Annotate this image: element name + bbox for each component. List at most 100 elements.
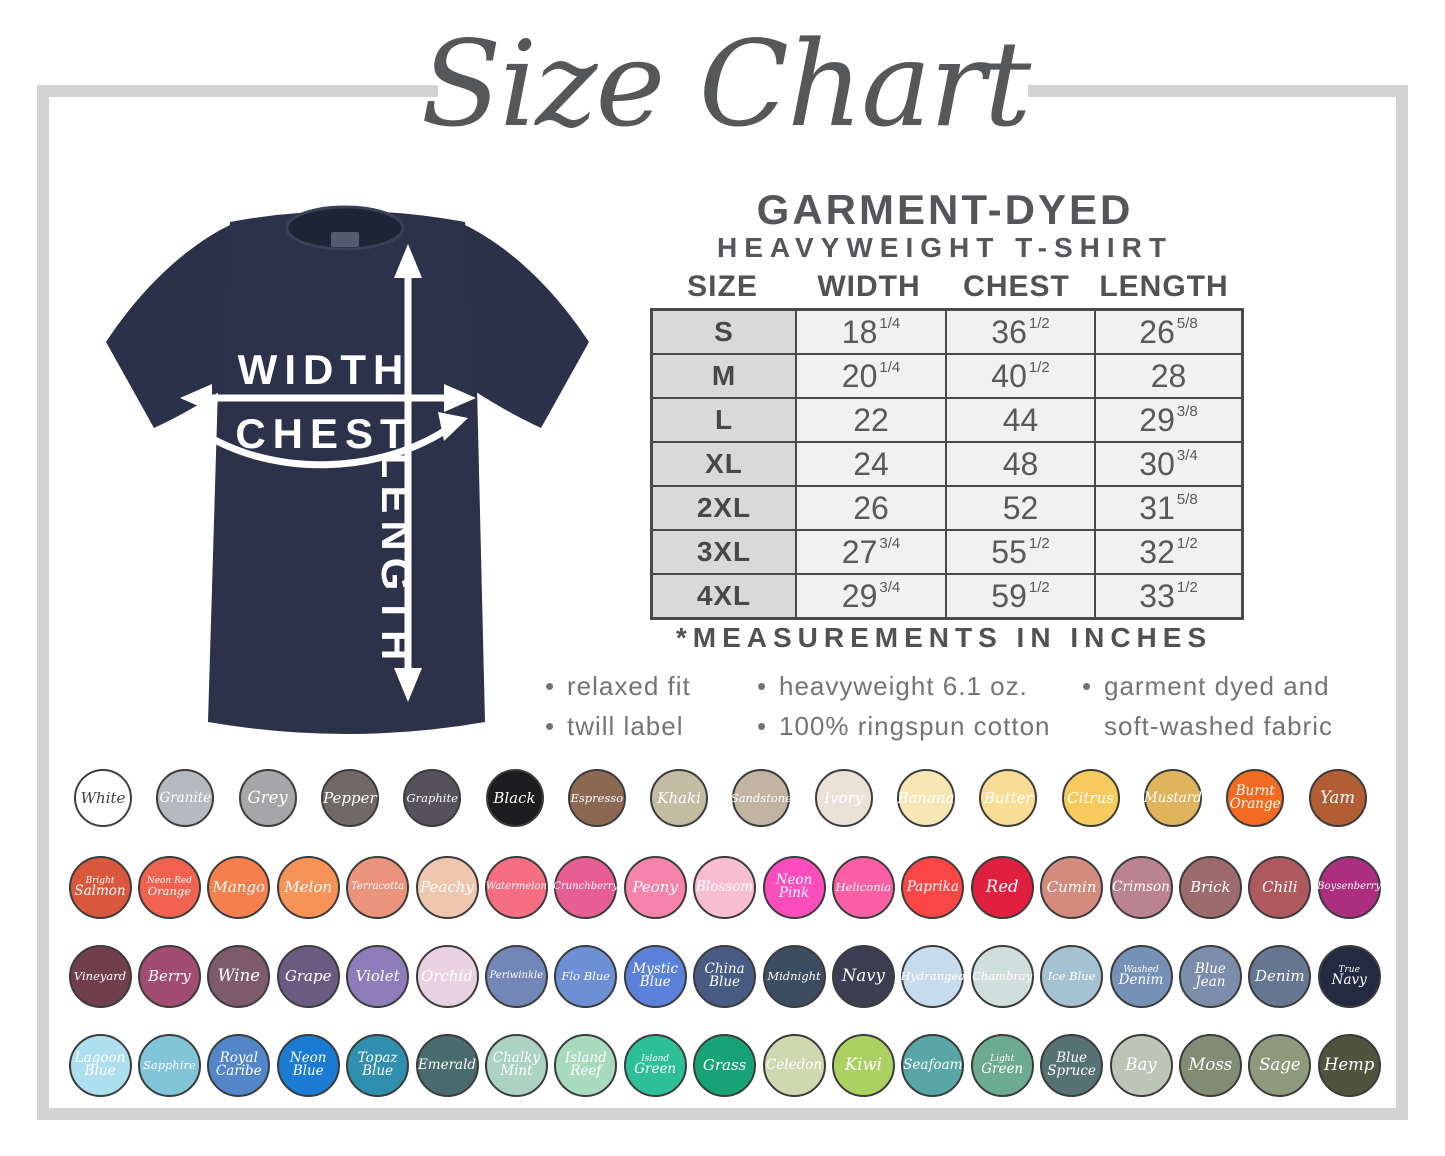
swatch-label: Wine <box>217 966 260 986</box>
value-cell: 31 5/8 <box>1096 487 1241 529</box>
color-swatch-pepper: Pepper <box>320 769 379 827</box>
fraction: 1/4 <box>879 314 901 332</box>
table-row: L 22 44 29 3/8 <box>653 399 1241 441</box>
feature-item: • heavyweight 6.1 oz. <box>757 666 1051 706</box>
swatch-label: Crunchberry <box>553 881 619 893</box>
fraction: 1/2 <box>1028 578 1050 596</box>
value-cell: 24 <box>797 443 945 485</box>
color-swatch-moss: Moss <box>1178 1033 1242 1097</box>
fraction: 1/4 <box>879 358 901 376</box>
swatch-label: Heliconia <box>835 879 892 894</box>
swatch-label: Mystic <box>632 961 679 978</box>
column-header-chest: CHEST <box>963 270 1070 303</box>
fraction: 3/4 <box>879 534 901 552</box>
table-row: 3XL 27 3/4 55 1/2 32 1/2 <box>653 531 1241 573</box>
swatch-label: Green <box>634 1060 677 1077</box>
swatch-label: Moss <box>1188 1055 1233 1075</box>
color-swatch-midnight: Midnight <box>762 944 826 1008</box>
table-row: 4XL 29 3/4 59 1/2 33 1/2 <box>653 575 1241 617</box>
swatch-label: Ivory <box>824 788 864 807</box>
fraction: 3/4 <box>879 578 901 596</box>
swatch-label: Reef <box>570 1063 602 1079</box>
measurement-arrows <box>180 244 476 702</box>
swatch-label: Espresso <box>570 790 624 805</box>
swatch-label: Navy <box>841 966 885 986</box>
swatch-label: Chambray <box>972 968 1033 983</box>
swatch-label: Denim <box>1255 966 1305 985</box>
color-swatch-kiwi: Kiwi <box>831 1033 895 1097</box>
value-cell: 22 <box>797 399 945 441</box>
color-swatch-neon-pink: Neon Pink <box>762 855 826 919</box>
swatch-label: Chalky <box>492 1050 540 1067</box>
width-label: WIDTH <box>238 346 411 393</box>
fraction: 1/2 <box>1028 358 1050 376</box>
swatch-label: Peony <box>632 877 678 896</box>
color-swatch-blue-jean: Blue Jean <box>1178 944 1242 1008</box>
value-cell: 29 3/8 <box>1096 399 1241 441</box>
color-swatch-bright-salmon: Bright Salmon <box>68 855 132 919</box>
color-swatch-grass: Grass <box>693 1033 757 1097</box>
color-swatch-flo-blue: Flo Blue <box>554 944 618 1008</box>
color-swatch-peony: Peony <box>623 855 687 919</box>
value-cell: 33 1/2 <box>1096 575 1241 617</box>
swatch-label: Yam <box>1319 788 1356 808</box>
color-swatch-melon: Melon <box>276 855 340 919</box>
swatch-label: Hydrangea <box>900 968 966 983</box>
feature-item: • twill label <box>545 706 691 746</box>
fraction: 5/8 <box>1176 314 1198 332</box>
bullet-icon: • <box>545 711 556 741</box>
color-swatch-ivory: Ivory <box>814 769 873 827</box>
swatch-label: Denim <box>1118 971 1164 988</box>
product-heading-line1: GARMENT-DYED <box>756 186 1134 233</box>
fraction: 1/2 <box>1028 314 1050 332</box>
swatch-label: Jean <box>1195 974 1226 990</box>
feature-group: • heavyweight 6.1 oz. • 100% ringspun cotto… <box>757 666 1051 746</box>
bullet-icon: • <box>757 671 768 701</box>
frame-bottom <box>37 1108 1408 1120</box>
fraction: 3/4 <box>1176 446 1198 464</box>
swatch-label: Khaki <box>657 788 701 807</box>
color-swatch-topaz-blue: Topaz Blue <box>346 1033 410 1097</box>
color-swatch-crunchberry: Crunchberry <box>553 855 619 919</box>
swatch-label: Graphite <box>406 790 458 805</box>
swatch-label: Hemp <box>1324 1055 1375 1075</box>
table-row: 2XL 26 52 31 5/8 <box>653 487 1241 529</box>
size-table-header: SIZE WIDTH CHEST LENGTH <box>650 270 1238 304</box>
value-cell: 48 <box>947 443 1094 485</box>
swatch-label: Salmon <box>74 882 126 899</box>
color-swatch-sage: Sage <box>1248 1033 1312 1097</box>
size-cell: 2XL <box>653 487 795 529</box>
color-swatch-lagoon-blue: Lagoon Blue <box>68 1033 132 1097</box>
size-table-body: S 18 1/4 36 1/2 26 5/8 M 20 1/4 40 1/2 28 L 22 44 29 3/8 X… <box>650 308 1244 620</box>
color-swatch-brick: Brick <box>1178 855 1242 919</box>
value-cell: 26 <box>797 487 945 529</box>
swatch-label: White <box>80 788 126 807</box>
swatch-label: Orange <box>147 883 192 898</box>
bullet-icon: • <box>545 671 556 701</box>
color-swatch-chalky-mint: Chalky Mint <box>484 1033 548 1097</box>
value-cell: 32 1/2 <box>1096 531 1241 573</box>
value-cell: 27 3/4 <box>797 531 945 573</box>
swatch-label: Green <box>981 1060 1024 1077</box>
swatch-label: Navy <box>1331 971 1367 988</box>
swatch-label: Kiwi <box>844 1055 882 1075</box>
swatch-label: Periwinkle <box>489 970 544 982</box>
frame-top-right <box>1028 85 1408 97</box>
swatch-label: Boysenberry <box>1317 881 1382 893</box>
color-swatch-grape: Grape <box>276 944 340 1008</box>
table-row: S 18 1/4 36 1/2 26 5/8 <box>653 311 1241 353</box>
feature-item: • garment dyed and <box>1082 666 1333 706</box>
value-cell: 36 1/2 <box>947 311 1094 353</box>
color-swatch-burnt-orange: Burnt Orange <box>1226 769 1285 827</box>
color-swatch-neon-red-orange: Neon Red Orange <box>137 855 201 919</box>
color-swatch-espresso: Espresso <box>567 769 626 827</box>
frame-left <box>37 85 49 1120</box>
swatch-label: Caribe <box>215 1063 262 1079</box>
swatch-label: Midnight <box>767 968 821 983</box>
swatch-label: Seafoam <box>903 1056 963 1073</box>
color-swatch-watermelon: Watermelon <box>484 855 548 919</box>
swatch-label: Royal <box>219 1050 258 1067</box>
swatch-label: Mint <box>500 1063 533 1079</box>
swatch-label: True <box>1338 964 1360 975</box>
color-swatch-neon-blue: Neon Blue <box>276 1033 340 1097</box>
